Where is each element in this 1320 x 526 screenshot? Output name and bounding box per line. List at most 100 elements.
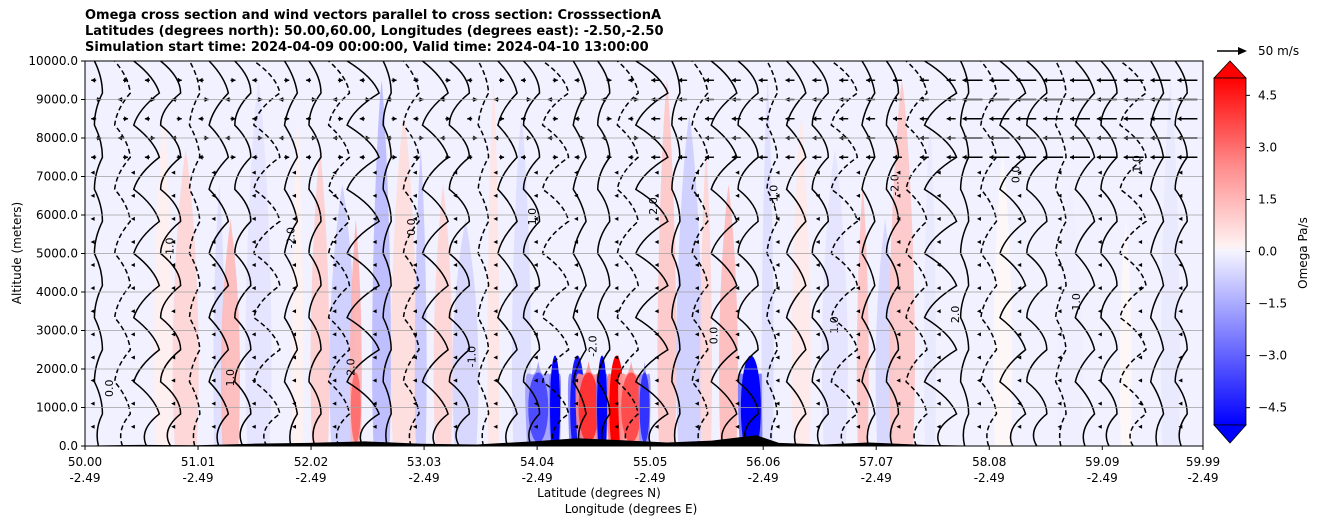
wind-vector-head [815,309,820,314]
wind-vector-head [372,286,377,291]
wind-vector-head [1097,263,1102,268]
wind-vector-head [372,193,377,198]
wind-vector-head [976,424,981,429]
wind-vector-head [90,401,95,406]
x-tick-label-lon: -2.49 [861,471,892,485]
contour-label: -2.0 [284,227,297,248]
wind-vector-head [892,154,897,160]
wind-vector-head [856,355,861,360]
wind-vector-head [815,170,820,175]
wind-vector-head [533,401,538,406]
wind-vector-head [815,216,820,221]
contour-label: 1.0 [526,208,539,226]
wind-vector-head [332,239,337,244]
wind-vector-head [520,154,525,160]
wind-vector-head [574,332,579,337]
omega-column [1119,218,1132,446]
wind-vector-head [332,401,337,406]
wind-vector-head [651,116,656,122]
wind-vector-head [251,332,256,337]
wind-vector-head [775,239,780,244]
wind-vector-head [372,401,377,406]
wind-vector-head [533,332,538,337]
wind-vector-head [130,424,135,429]
wind-vector-head [1017,401,1022,406]
omega-column [719,184,738,446]
wind-vector-head [211,378,216,383]
wind-vector-head [628,77,633,83]
wind-vector-head [124,77,129,83]
wind-vector-head [976,378,981,383]
wind-vector-head [453,424,458,429]
wind-vector-head [412,355,417,360]
wind-vector-head [962,77,967,83]
wind-vector-head [1043,77,1048,83]
wind-vector-head [654,378,659,383]
x-axis-label-longitude: Longitude (degrees E) [565,502,698,516]
colorbar-extend-low [1213,424,1247,444]
wind-vector-head [332,263,337,268]
wind-vector-head [1043,154,1048,160]
wind-vector-head [90,193,95,198]
wind-vector-head [90,170,95,175]
wind-vector-head [1097,424,1102,429]
wind-vector-head [1177,154,1182,160]
wind-vector-head [614,170,619,175]
wind-vector-head [704,154,709,160]
wind-vector-head [500,116,505,122]
colorbar-ticks: 4.5 3.0 1.5 0.0 −1.5 −3.0 −4.5 [1246,88,1287,415]
wind-vector-head [892,77,897,83]
wind-vector-head [338,116,343,122]
wind-vector-head [359,77,364,83]
wind-vector-head [412,170,417,175]
wind-vector-head [211,355,216,360]
wind-vector-head [332,193,337,198]
wind-vector-head [735,193,740,198]
wind-vector-head [856,286,861,291]
omega-core [740,355,761,446]
wind-vector-head [614,286,619,291]
wind-vector-head [1017,309,1022,314]
wind-vector-head [306,154,311,160]
wind-vector-head [614,263,619,268]
wind-vector-head [815,239,820,244]
wind-vector-head [574,170,579,175]
wind-vector-head [919,116,924,122]
wind-vector-head [1178,309,1183,314]
contour-label: 0.0 [103,380,116,398]
wind-vector-head [775,286,780,291]
wind-vector-head [1123,154,1128,160]
wind-vector-head [1123,77,1128,83]
wind-vector-head [553,116,558,122]
wind-vector-head [171,424,176,429]
gridlines [85,61,1203,446]
wind-vector-head [1138,401,1143,406]
wind-vector-head [654,309,659,314]
wind-vector-head [292,401,297,406]
contour-label: -1.0 [466,346,479,367]
wind-vector-head [453,355,458,360]
wind-vector-head [231,77,236,83]
wind-vector-head [453,193,458,198]
wind-vector-head [919,154,924,160]
omega-column [112,80,125,446]
wind-vector-head [735,424,740,429]
wind-vector-head [1057,193,1062,198]
wind-vector-head [211,424,216,429]
wind-vector-head [815,286,820,291]
omega-column [1161,80,1181,446]
wind-vector-head [651,77,656,83]
wind-vector-head [1138,263,1143,268]
wind-vector-head [500,154,505,160]
wind-vector-head [493,263,498,268]
wind-vector-head [775,193,780,198]
wind-vector-head [1138,170,1143,175]
wind-vector-head [130,309,135,314]
wind-vector-head [130,170,135,175]
contour-label: 2.0 [949,306,962,324]
y-tick-label: 5000.0 [36,247,78,261]
x-tick-label-lat: 55.05 [633,455,667,469]
wind-vector-head [856,424,861,429]
negative-contour-line [113,61,132,446]
